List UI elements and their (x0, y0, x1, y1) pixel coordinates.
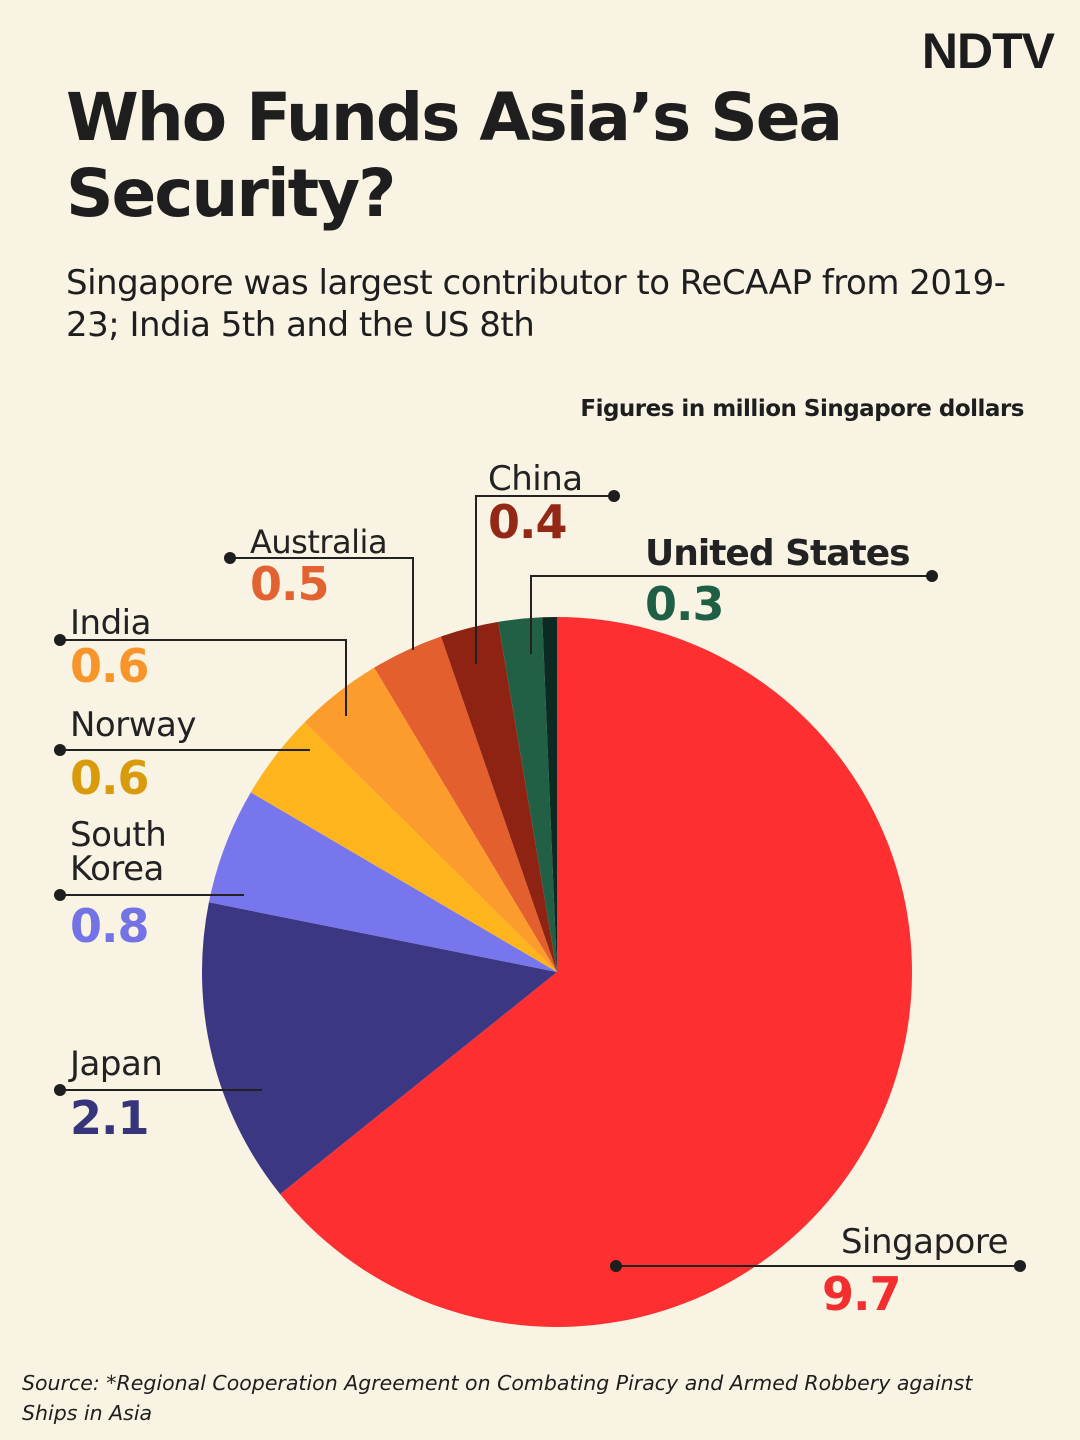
slice-label-china: China (488, 459, 583, 499)
pie-slice-australia (374, 636, 557, 972)
pie-slice-china (441, 621, 557, 972)
page-subtitle: Singapore was largest contributor to ReC… (66, 263, 1006, 345)
slice-label-singapore: Singapore (841, 1222, 1008, 1262)
slice-label-india: India (70, 603, 151, 643)
pie-slices (201, 617, 913, 1327)
leader-line-china (475, 495, 614, 664)
leader-dot-singapore-end (1014, 1260, 1026, 1272)
slice-label-japan: Japan (68, 1044, 162, 1084)
leader-dot-united-states (926, 570, 938, 582)
leader-dot-norway (54, 744, 66, 756)
slice-label-united-states: United States (645, 533, 910, 574)
slice-value-india: 0.6 (70, 639, 149, 693)
leader-line-india (60, 639, 347, 716)
leader-line-united-states (530, 575, 932, 654)
leader-line-australia (230, 557, 414, 650)
pie-slice-japan (201, 902, 557, 1195)
pie-slice-united-states (498, 617, 557, 972)
pie-leader-lines (54, 490, 1026, 1272)
slice-value-singapore: 9.7 (822, 1267, 901, 1321)
pie-slice-norway (250, 722, 558, 972)
pie-labels: Singapore 9.7 Japan 2.1 South Korea 0.8 Norway 0… (68, 459, 1009, 1321)
slice-label-south-korea-line: Korea (70, 849, 164, 889)
slice-value-australia: 0.5 (250, 557, 329, 611)
slice-value-norway: 0.6 (70, 751, 149, 805)
source-note: Source: *Regional Cooperation Agreement … (22, 1371, 973, 1425)
leader-dot-china (608, 490, 620, 502)
logo-text: NDTV (921, 23, 1055, 79)
leader-dot-india (54, 634, 66, 646)
pie-slice-others (542, 617, 557, 972)
pie-slice-india (304, 667, 557, 972)
slice-value-united-states: 0.3 (645, 577, 724, 631)
page-title: Who Funds Asia’s Sea Security? (66, 79, 843, 232)
leader-dot-south-korea (54, 889, 66, 901)
pie-slice-south-korea (208, 792, 557, 972)
slice-label-norway: Norway (70, 705, 196, 745)
units-note: Figures in million Singapore dollars (580, 396, 1024, 422)
slice-label-australia: Australia (250, 523, 387, 561)
ndtv-logo: NDTV (921, 22, 1055, 80)
leader-dot-singapore (610, 1260, 622, 1272)
slice-value-japan: 2.1 (70, 1091, 149, 1145)
slice-label-south-korea-line: South (70, 815, 166, 855)
pie-slice-singapore (280, 617, 913, 1327)
slice-value-south-korea: 0.8 (70, 899, 149, 953)
slice-value-china: 0.4 (488, 495, 567, 549)
slice-label-south-korea: South Korea (70, 815, 166, 889)
leader-dot-japan (54, 1084, 66, 1096)
leader-dot-australia (224, 552, 236, 564)
